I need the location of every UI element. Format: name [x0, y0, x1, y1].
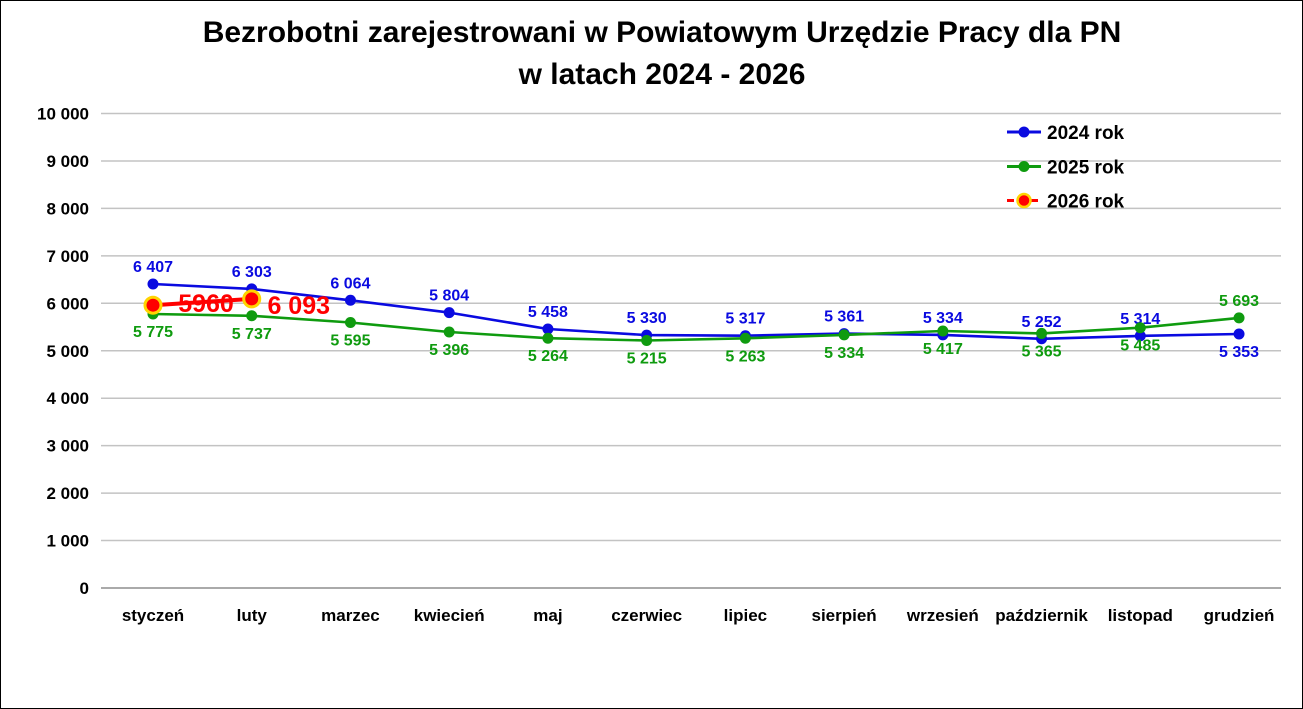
- series-2024-rok-data-label: 5 804: [429, 288, 469, 305]
- x-tick-label-wrzesień: wrzesień: [906, 606, 979, 625]
- series-2024-rok-data-label: 5 361: [824, 309, 864, 326]
- series-2025-rok-marker: [739, 332, 751, 344]
- series-2025-rok-data-label: 5 485: [1120, 338, 1160, 355]
- legend-item-2024-rok: 2024 rok: [1007, 123, 1125, 144]
- series-2024-rok-data-label: 5 252: [1022, 314, 1062, 331]
- series-2024-rok-data-label: 5 353: [1219, 344, 1259, 361]
- series-2026-rok-data-label: 6 093: [267, 292, 330, 320]
- legend-marker-icon: [1018, 126, 1030, 138]
- legend-item-label: 2026 rok: [1047, 192, 1125, 213]
- y-tick-label: 8 000: [46, 199, 89, 218]
- series-2025-rok-line: [151, 312, 1241, 342]
- x-tick-label-grudzień: grudzień: [1204, 606, 1275, 625]
- y-tick-label: 2 000: [46, 484, 89, 503]
- grid-layer: [101, 112, 1281, 589]
- y-tick-label: 1 000: [46, 532, 89, 551]
- series-2025-rok-data-label: 5 417: [923, 341, 963, 358]
- series-2025-rok-data-label: 5 693: [1219, 293, 1259, 310]
- series-2025-rok-marker: [937, 325, 949, 337]
- chart-title-line2: w latach 2024 - 2026: [518, 58, 806, 91]
- series-2025-rok-data-label: 5 334: [824, 345, 864, 362]
- y-tick-label: 6 000: [46, 294, 89, 313]
- series-2025-rok-data-label: 5 263: [725, 348, 765, 365]
- series-2024-rok-data-label: 6 303: [232, 264, 272, 281]
- series-2025-rok-marker: [246, 310, 258, 322]
- series-2025-rok-marker: [1036, 327, 1048, 339]
- x-tick-label-styczeń: styczeń: [122, 606, 184, 625]
- series-2025-rok-marker: [641, 335, 653, 347]
- series-2024-rok-data-label: 5 317: [725, 311, 765, 328]
- series-2024-rok-marker: [443, 307, 455, 319]
- legend-item-2025-rok: 2025 rok: [1007, 158, 1125, 179]
- series-2024-rok-data-label: 5 334: [923, 310, 963, 327]
- series-2024-rok-marker: [147, 278, 159, 290]
- x-tick-label-kwiecień: kwiecień: [414, 606, 485, 625]
- x-tick-label-marzec: marzec: [321, 606, 380, 625]
- series-2025-rok-marker: [1233, 312, 1245, 324]
- series-2025-rok-data-label: 5 595: [330, 333, 370, 350]
- series-2025-rok-data-label: 5 396: [429, 342, 469, 359]
- series-2025-rok-marker: [443, 326, 455, 338]
- y-tick-label: 9 000: [46, 152, 89, 171]
- series-2025-rok-data-label: 5 264: [528, 348, 568, 365]
- x-tick-label-listopad: listopad: [1108, 606, 1173, 625]
- chart-legend: 2024 rok 2025 rok 2026 rok: [1007, 123, 1125, 213]
- x-tick-label-maj: maj: [533, 606, 562, 625]
- legend-item-2026-rok: 2026 rok: [1007, 192, 1125, 213]
- series-2024-rok-data-label: 5 330: [627, 310, 667, 327]
- series-2025-rok-data-label: 5 365: [1022, 343, 1062, 360]
- series-2025-rok-marker: [542, 332, 554, 344]
- series-2025-rok-data-label: 5 215: [627, 351, 667, 368]
- series-2025-rok-marker: [838, 329, 850, 341]
- x-tick-label-sierpień: sierpień: [812, 606, 877, 625]
- x-tick-label-luty: luty: [237, 606, 268, 625]
- series-2024-rok-marker: [1233, 328, 1245, 340]
- series-2026-rok-data-label: 5960: [178, 290, 234, 318]
- series-2024-rok-data-label: 6 407: [133, 259, 173, 276]
- series-2024-rok-marker: [1134, 330, 1146, 342]
- legend-marker-icon: [1018, 161, 1030, 172]
- y-tick-label: 3 000: [46, 437, 89, 456]
- legend-item-label: 2025 rok: [1047, 158, 1125, 179]
- series-2025-rok-marker: [1134, 322, 1146, 334]
- y-tick-label: 10 000: [37, 105, 89, 124]
- y-tick-label: 4 000: [46, 389, 89, 408]
- y-tick-label: 7 000: [46, 247, 89, 266]
- x-tick-label-lipiec: lipiec: [724, 606, 767, 625]
- series-2024-rok-data-label: 5 458: [528, 304, 568, 321]
- series-2024-rok-data-label: 5 314: [1120, 311, 1160, 328]
- series-2024-rok-data-label: 6 064: [330, 275, 370, 292]
- x-tick-label-październik: październik: [995, 606, 1088, 625]
- axis-labels-layer: 0 1 000 2 000 3 000 4 000 5 000 6 000 7 000 8 00…: [37, 105, 1274, 626]
- legend-marker-icon: [1016, 192, 1032, 209]
- y-tick-label: 0: [80, 579, 89, 598]
- x-tick-label-czerwiec: czerwiec: [611, 606, 682, 625]
- series-2026-rok-marker: [143, 295, 163, 315]
- series-2024-rok-marker: [344, 294, 356, 306]
- series-2024-rok-line: [151, 282, 1241, 341]
- series-2026-rok-marker: [242, 289, 262, 309]
- series-2025-rok-data-label: 5 775: [133, 324, 173, 341]
- series-2025-rok-data-label: 5 737: [232, 326, 272, 343]
- y-tick-label: 5 000: [46, 342, 89, 361]
- series-layer: 6 407 6 303 6 064 5 804 5 458 5 330 5 317 5 361…: [133, 259, 1259, 368]
- chart-title-line1: Bezrobotni zarejestrowani w Powiatowym U…: [203, 16, 1122, 49]
- series-2024-rok-marker: [542, 323, 554, 335]
- series-2025-rok-marker: [344, 317, 356, 329]
- series-2026-rok-line: [151, 296, 254, 308]
- legend-item-label: 2024 rok: [1047, 123, 1125, 144]
